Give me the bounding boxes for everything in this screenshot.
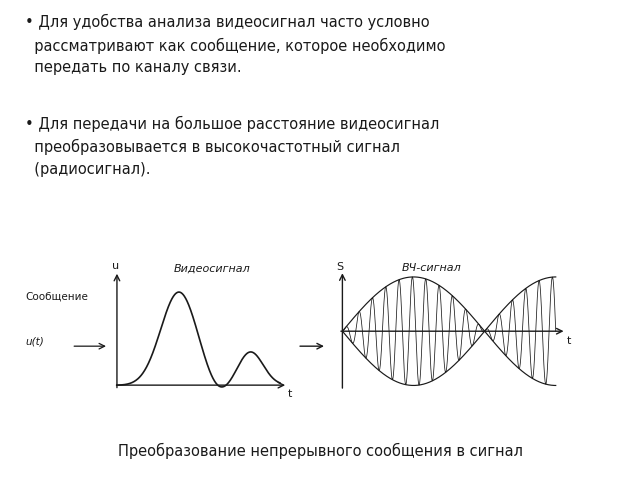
Text: t: t: [566, 336, 571, 346]
Text: ВЧ-сигнал: ВЧ-сигнал: [402, 263, 462, 273]
Text: u: u: [112, 261, 119, 271]
Text: • Для передачи на большое расстояние видеосигнал
  преобразовывается в высокочас: • Для передачи на большое расстояние вид…: [25, 116, 440, 177]
Text: Видеосигнал: Видеосигнал: [174, 264, 251, 274]
Text: t: t: [288, 389, 292, 399]
Text: S: S: [337, 262, 344, 272]
Text: Сообщение: Сообщение: [26, 291, 88, 301]
Text: • Для удобства анализа видеосигнал часто условно
  рассматривают как сообщение, : • Для удобства анализа видеосигнал часто…: [25, 14, 445, 75]
Text: u(t): u(t): [26, 336, 44, 346]
Text: Преобразование непрерывного сообщения в сигнал: Преобразование непрерывного сообщения в …: [118, 443, 522, 459]
